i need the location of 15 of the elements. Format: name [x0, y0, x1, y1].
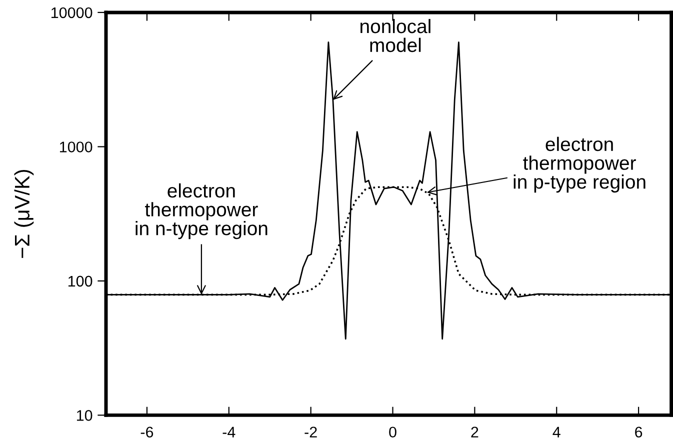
annotation: nonlocal model [360, 18, 430, 52]
y-tick-label: 1000 [60, 142, 92, 152]
y-tick-label: 10000 [51, 7, 92, 18]
x-tick-label: -2 [304, 426, 317, 438]
x-tick-label: 6 [635, 426, 642, 438]
annotation: electron thermopower in p-type region [514, 136, 646, 193]
x-tick-label: 0 [389, 426, 396, 438]
x-tick-label: -6 [140, 426, 154, 438]
y-axis-title: −Σ (μV/K) [14, 170, 34, 258]
annotation: electron thermopower in n-type region [136, 183, 268, 240]
x-tick-label: 2 [471, 426, 478, 438]
y-tick-label: 100 [68, 276, 92, 287]
y-tick-label: 10 [76, 410, 92, 421]
x-tick-label: 4 [552, 426, 560, 438]
x-tick-label: -4 [222, 426, 236, 438]
